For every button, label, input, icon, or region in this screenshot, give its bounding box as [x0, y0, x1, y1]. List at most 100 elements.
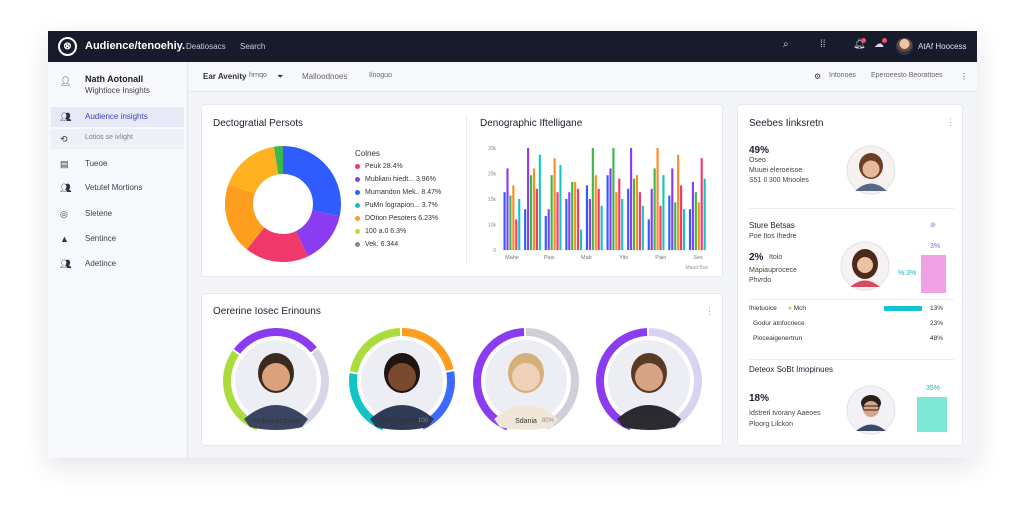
persona-avatar[interactable] [348, 327, 456, 435]
bar[interactable] [506, 168, 509, 250]
bar[interactable] [565, 199, 568, 250]
legend-item[interactable]: DOtion Pesoters 6.23% [355, 215, 438, 222]
bar[interactable] [568, 192, 571, 250]
bar[interactable] [650, 188, 653, 250]
bar[interactable] [627, 188, 630, 250]
bell-icon[interactable]: 🔔︎ [853, 39, 866, 50]
bar[interactable] [700, 158, 703, 250]
bar[interactable] [662, 175, 665, 250]
bar[interactable] [571, 182, 574, 250]
bar[interactable] [509, 195, 512, 250]
bar[interactable] [656, 148, 659, 250]
sidebar-item-sentince[interactable]: ▲ Sentince [51, 229, 184, 249]
bar[interactable] [615, 192, 618, 250]
nav-link-1[interactable]: Deatiosacs [186, 42, 226, 51]
bar[interactable] [682, 209, 686, 250]
legend-item[interactable]: Murnandon Mek.. 8.47% [355, 189, 441, 196]
bar[interactable] [691, 182, 694, 250]
breadcrumb-2[interactable]: Ilnoguo [369, 72, 392, 79]
legend-item[interactable]: Peuk 28.4% [355, 163, 403, 170]
bar[interactable] [503, 192, 506, 250]
sidebar-item-tueoe[interactable]: ▤ Tueoe [51, 154, 184, 174]
bar[interactable] [550, 175, 553, 250]
bar[interactable] [697, 202, 700, 250]
bar[interactable] [553, 158, 556, 250]
bar[interactable] [612, 148, 615, 250]
bar[interactable] [591, 148, 594, 250]
bar[interactable] [674, 202, 677, 250]
breadcrumb-1[interactable]: Malloodnoes [302, 72, 348, 81]
logo-icon[interactable]: ⊗ [58, 37, 77, 56]
persona-avatar[interactable] [222, 327, 330, 435]
bar[interactable] [544, 216, 547, 250]
bar[interactable] [515, 219, 518, 250]
bar[interactable] [518, 199, 521, 250]
bar[interactable] [653, 168, 656, 250]
bar[interactable] [606, 175, 609, 250]
grid-icon[interactable]: ⁞⁞ [820, 39, 826, 50]
bar[interactable] [559, 165, 562, 250]
legend-item[interactable]: PuMn lograpion... 3.7% [355, 202, 438, 209]
bar[interactable] [579, 229, 583, 250]
kebab-icon[interactable]: ⋮ [946, 117, 955, 127]
action-link-2[interactable]: Eperoeesto Beorattoes [871, 72, 943, 79]
bar[interactable] [529, 175, 533, 250]
filter-icon[interactable]: ⏷ [277, 72, 284, 81]
bar[interactable] [635, 175, 639, 250]
donut-slice[interactable] [273, 146, 283, 175]
kebab-icon[interactable]: ⋮ [960, 72, 968, 81]
bar[interactable] [574, 182, 577, 250]
sidebar-item-mortions[interactable]: 👥︎ Vetutel Mortions [51, 178, 184, 198]
bar[interactable] [600, 205, 603, 250]
bar[interactable] [512, 185, 515, 250]
persona-avatar[interactable] [472, 327, 580, 435]
filter-value[interactable]: hrnqo [249, 72, 267, 79]
bar[interactable] [556, 192, 559, 250]
bar[interactable] [659, 205, 662, 250]
bar[interactable] [609, 168, 612, 250]
bar[interactable] [677, 154, 680, 250]
bar[interactable] [680, 185, 683, 250]
persona-avatar[interactable] [595, 327, 703, 435]
bar[interactable] [703, 178, 706, 250]
settings-icon[interactable]: ⚙ [814, 72, 822, 81]
legend-item[interactable]: Vek. 6.344 [355, 241, 398, 248]
sidebar-subitem[interactable]: ⟲ Lotios se ivlight [51, 129, 184, 149]
sidebar-item-sletene[interactable]: ◎ Sletene [51, 204, 184, 224]
bar[interactable] [547, 209, 550, 250]
bar[interactable] [632, 178, 636, 250]
user-avatar[interactable] [896, 38, 913, 55]
bar[interactable] [668, 195, 671, 250]
donut-slice[interactable] [225, 184, 265, 250]
donut-slice[interactable] [246, 227, 309, 262]
donut-slice[interactable] [228, 146, 279, 194]
legend-item[interactable]: Mubliani hiedt... 3.96% [355, 176, 436, 183]
bar[interactable] [694, 192, 697, 250]
bar[interactable] [532, 168, 536, 250]
bar[interactable] [535, 188, 538, 250]
filter-label[interactable]: Ear Avenity [203, 72, 247, 81]
bar[interactable] [577, 188, 580, 250]
donut-slice[interactable] [283, 146, 341, 217]
bar[interactable] [524, 209, 527, 250]
action-link-1[interactable]: Intonoes [829, 72, 856, 79]
bar[interactable] [688, 209, 692, 250]
bar[interactable] [594, 175, 597, 250]
nav-search-link[interactable]: Search [240, 42, 266, 51]
bar[interactable] [638, 192, 641, 250]
user-name[interactable]: AtAf Hoocess [918, 42, 967, 51]
legend-item[interactable]: 100 a.0 6.3% [355, 228, 406, 235]
bar[interactable] [671, 168, 674, 250]
kebab-icon[interactable]: ⋮ [705, 306, 714, 316]
donut-slice[interactable] [295, 210, 340, 257]
cloud-icon[interactable]: ☁ [874, 39, 884, 50]
bar[interactable] [585, 185, 589, 250]
bar[interactable] [527, 148, 530, 250]
bar[interactable] [618, 178, 621, 250]
bar[interactable] [597, 188, 600, 250]
bar[interactable] [647, 219, 650, 250]
bar[interactable] [538, 154, 541, 250]
search-icon[interactable]: ⌕ [783, 39, 789, 50]
bar[interactable] [630, 148, 633, 250]
sidebar-item-audience-insights[interactable]: 👥︎ Audience insights [51, 107, 184, 127]
